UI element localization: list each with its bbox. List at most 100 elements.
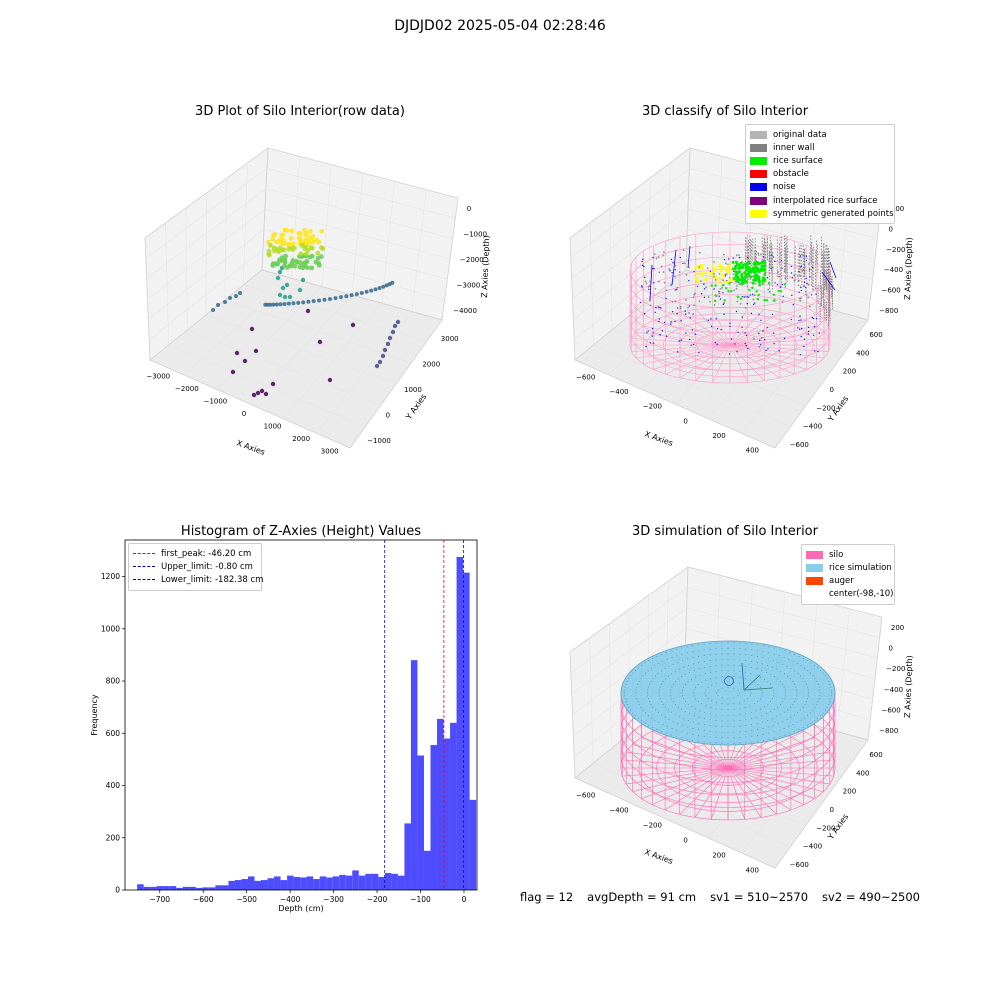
data-point (716, 328, 719, 330)
data-point (216, 303, 220, 307)
data-point (282, 301, 287, 306)
data-point (649, 280, 651, 283)
data-point (713, 299, 717, 303)
data-point (752, 278, 756, 282)
simulation-silo-wireframe (620, 640, 836, 821)
data-point (752, 262, 756, 266)
data-point (678, 716, 680, 718)
data-point (301, 300, 306, 305)
silo-ring (620, 690, 836, 796)
data-point (676, 729, 678, 731)
data-point (305, 241, 311, 247)
data-point (796, 275, 799, 277)
data-point (686, 646, 688, 648)
data-point (752, 262, 756, 266)
data-point (807, 714, 809, 716)
data-point (757, 262, 761, 266)
data-point (688, 312, 690, 314)
data-point (683, 666, 685, 668)
data-point (736, 295, 740, 298)
data-point (306, 299, 311, 304)
data-point (795, 686, 797, 688)
data-point (664, 668, 666, 670)
data-point (792, 304, 794, 306)
data-point (792, 724, 794, 726)
data-point (718, 272, 721, 275)
y-tick-label: 1000 (101, 624, 120, 633)
data-point (695, 277, 698, 281)
data-point (395, 319, 401, 325)
data-point (714, 276, 717, 280)
data-point (745, 648, 747, 650)
data-point (765, 298, 769, 302)
data-point (685, 332, 687, 334)
data-point (277, 245, 283, 251)
noise-streak (829, 261, 837, 279)
data-point (805, 293, 808, 296)
data-point (790, 272, 793, 274)
data-point (664, 678, 666, 680)
data-point (773, 731, 775, 733)
avg-depth-value: avgDepth = 91 cm (587, 890, 697, 904)
x-tick-label: 200 (712, 852, 725, 860)
data-point (757, 740, 759, 742)
data-point (781, 283, 784, 286)
gridline (571, 607, 687, 695)
data-point (694, 708, 696, 710)
data-point (670, 711, 672, 713)
data-point (747, 272, 749, 275)
data-point (781, 301, 784, 303)
data-point (661, 330, 663, 332)
data-point (721, 742, 723, 744)
silo-top-ring (629, 231, 831, 309)
data-point (799, 299, 802, 302)
data-point (739, 665, 741, 667)
legend-label: center(-98,-10) (829, 589, 894, 600)
data-point (749, 269, 753, 273)
data-point (749, 294, 751, 296)
data-point (309, 239, 315, 245)
gridline (283, 303, 383, 419)
data-point (272, 246, 278, 252)
data-point (307, 254, 313, 260)
gridline (611, 329, 807, 406)
data-point (718, 290, 720, 293)
data-point (704, 711, 706, 713)
data-point (727, 258, 730, 260)
data-point (681, 731, 683, 733)
data-point (692, 645, 694, 647)
silo-floor-spoke (727, 767, 815, 799)
data-point (280, 285, 286, 291)
data-point (676, 655, 678, 657)
data-point (715, 279, 719, 283)
data-point (813, 326, 816, 328)
x-tick-label: −200 (643, 403, 662, 411)
x-tick-label: −700 (149, 895, 170, 904)
data-point (727, 664, 729, 666)
data-point (698, 668, 700, 670)
data-point (303, 242, 309, 248)
data-point (762, 733, 764, 735)
data-point (762, 663, 763, 665)
gridline (573, 249, 687, 340)
histogram-bar (163, 886, 170, 890)
data-point (693, 270, 695, 273)
simulation-3d-axes-box (569, 566, 883, 869)
data-point (735, 254, 738, 257)
silo-floor-spoke (729, 309, 765, 346)
legend-label: Lower_limit: -182.38 cm (161, 574, 264, 585)
data-point (756, 668, 758, 670)
data-point (304, 258, 310, 264)
data-point (816, 704, 818, 706)
data-point (739, 725, 741, 727)
silo-floor-spoke (632, 744, 729, 769)
data-point (741, 276, 745, 280)
data-point (757, 268, 761, 272)
data-point (793, 274, 795, 276)
data-point (297, 236, 303, 242)
data-point (697, 740, 699, 742)
silo-floor-spoke (622, 767, 729, 777)
data-point (673, 275, 676, 278)
data-point (762, 721, 763, 723)
data-point (735, 275, 739, 279)
